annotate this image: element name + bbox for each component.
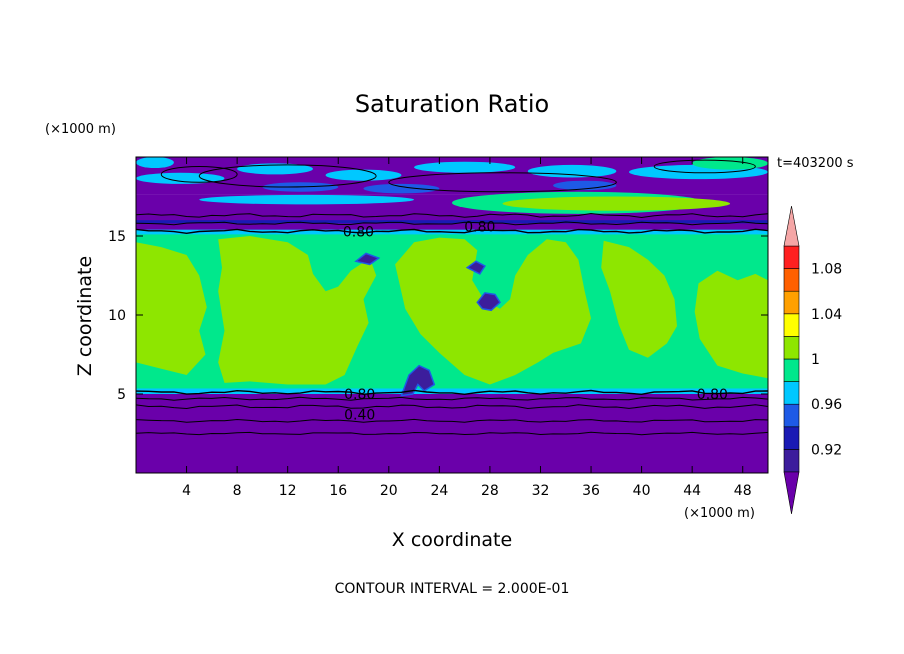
x-tick-label: 4 [182,483,191,499]
top-patch [692,157,768,170]
colorbar-segment [783,268,800,292]
colorbar-label: 1 [811,352,820,368]
colorbar: 1.08 1.04 1 0.96 0.92 [783,205,842,515]
dry-intrusion [476,292,501,312]
colorbar-under-arrow [783,471,800,515]
colorbar-segment [783,336,800,360]
colorbar-label: 0.92 [811,442,842,458]
contour-line [198,164,377,188]
x-tick-label: 48 [734,483,752,499]
colorbar-segment [783,358,800,382]
dry-intrusion [354,252,381,266]
x-tick-label: 40 [633,483,651,499]
y-axis-title: Z coordinate [74,256,96,376]
contour-label: 0.80 [344,387,375,403]
x-axis: 4 8 12 16 20 24 28 32 36 40 44 48 [182,157,752,499]
x-tick-label: 20 [380,483,398,499]
colorbar-segment [783,313,800,337]
y-tick-label: 10 [108,308,126,324]
x-tick-label: 36 [582,483,600,499]
colorbar-segment [783,290,800,315]
supersaturated-region [218,236,377,385]
top-patch [325,169,402,181]
contour-line [388,172,617,193]
supersaturated-region [395,237,591,385]
chart-title: Saturation Ratio [355,90,549,118]
contour-lines [136,159,768,436]
colorbar-segment [783,426,800,450]
contour-line [136,228,768,235]
strip-upper-blue [136,220,768,224]
contour-label: 0.80 [464,220,495,236]
colorbar-over-arrow [783,205,800,247]
contour-field [136,157,768,473]
contour-line [136,389,768,396]
y-axis-unit: (×1000 m) [45,122,116,137]
top-patch [199,194,415,205]
strip-lower-cyan [136,388,768,394]
x-tick-label: 16 [329,483,347,499]
x-tick-label: 8 [233,483,242,499]
top-patch [136,157,174,169]
x-axis-title: X coordinate [392,529,512,551]
supersaturated-region [694,270,768,379]
x-tick-label: 32 [532,483,550,499]
colorbar-segment [783,245,800,269]
x-tick-label: 44 [683,483,701,499]
x-tick-label: 28 [481,483,499,499]
contour-line [160,165,238,183]
colorbar-segment [783,381,800,405]
top-patch [527,164,617,178]
contour-line [653,159,756,174]
supersaturated-region [136,242,207,375]
contour-line [136,404,768,410]
top-patch [414,161,516,173]
top-patch [363,183,440,194]
contour-line [136,212,768,219]
contour-label: 0.80 [343,224,374,240]
colorbar-segment [783,449,800,473]
colorbar-label: 0.96 [811,397,842,413]
supersaturated-region [601,240,677,358]
y-tick-label: 5 [117,387,126,403]
x-axis-unit: (×1000 m) [684,506,755,521]
top-patch [553,180,617,191]
contour-labels: 0.80 0.80 0.80 0.40 0.80 [343,220,728,424]
colorbar-segment [783,403,800,428]
contour-label: 0.80 [697,387,728,403]
y-tick-label: 15 [108,229,126,245]
contour-interval-label: CONTOUR INTERVAL = 2.000E-01 [335,581,570,597]
x-tick-label: 24 [430,483,448,499]
contour-line [136,221,768,226]
contour-line [136,396,768,401]
contour-line [136,431,768,436]
contour-label: 0.40 [344,408,375,424]
colorbar-label: 1.08 [811,262,842,278]
contour-line [136,418,768,423]
y-axis: 5 10 15 [108,229,768,403]
colorbar-label: 1.04 [811,307,842,323]
top-patch [136,172,225,184]
x-tick-label: 12 [279,483,297,499]
time-label: t=403200 s [777,156,854,171]
top-patch [502,196,731,211]
dry-intrusion [465,260,486,275]
